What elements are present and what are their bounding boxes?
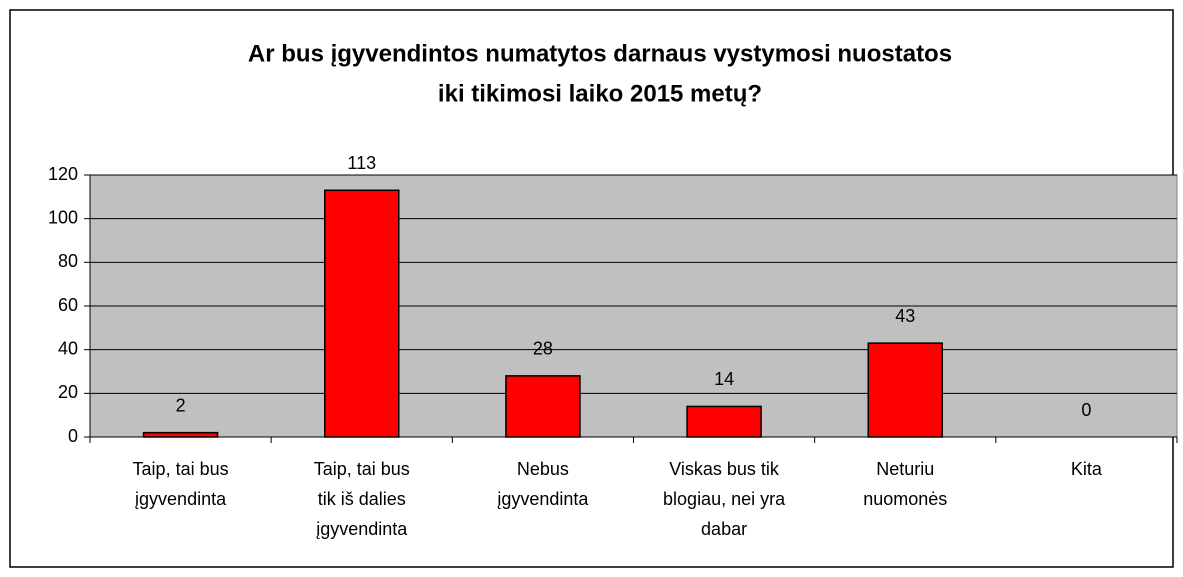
data-label: 28 <box>533 339 553 359</box>
x-tick-label: Nebus <box>517 459 569 479</box>
x-tick-label: Taip, tai bus <box>133 459 229 479</box>
y-tick-label: 0 <box>68 426 78 446</box>
x-tick-label: blogiau, nei yra <box>663 489 786 509</box>
y-tick-label: 20 <box>58 382 78 402</box>
data-label: 14 <box>714 369 734 389</box>
x-tick-label: Kita <box>1071 459 1103 479</box>
y-tick-label: 100 <box>48 207 78 227</box>
y-tick-label: 40 <box>58 338 78 358</box>
bar <box>324 189 400 438</box>
x-tick-label: įgyvendinta <box>135 489 227 509</box>
y-tick-label: 120 <box>48 164 78 184</box>
data-label: 2 <box>176 395 186 415</box>
x-tick-label: nuomonės <box>863 489 947 509</box>
x-tick-label: Neturiu <box>876 459 934 479</box>
y-tick-label: 60 <box>58 295 78 315</box>
x-tick-label: Viskas bus tik <box>669 459 780 479</box>
x-tick-label: tik iš dalies <box>318 489 406 509</box>
chart-title: Ar bus įgyvendintos numatytos darnaus vy… <box>248 40 952 67</box>
data-label: 113 <box>347 153 376 173</box>
bar <box>867 342 943 438</box>
x-tick-label: Taip, tai bus <box>314 459 410 479</box>
bar <box>142 431 219 438</box>
x-tick-label: įgyvendinta <box>497 489 589 509</box>
x-tick-label: įgyvendinta <box>316 519 408 539</box>
bar <box>686 405 762 438</box>
data-label: 43 <box>895 306 915 326</box>
chart-title: iki tikimosi laiko 2015 metų? <box>438 80 762 107</box>
bar <box>505 375 581 438</box>
data-label: 0 <box>1081 400 1091 420</box>
x-tick-label: dabar <box>701 519 747 539</box>
y-tick-label: 80 <box>58 251 78 271</box>
